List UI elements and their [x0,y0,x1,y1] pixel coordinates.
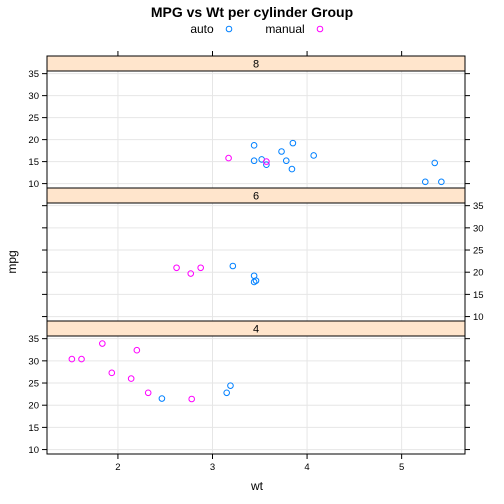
chart-title: MPG vs Wt per cylinder Group [151,4,353,20]
point-auto [250,142,258,149]
point-manual [144,389,152,397]
y-tick-label: 30 [28,91,39,102]
x-tick-label: 4 [304,462,309,473]
point-manual [187,270,195,277]
panel-6: 6 10 15 20 25 30 35 [42,187,484,323]
y-tick-label: 20 [28,401,39,412]
legend: auto manual [190,22,324,36]
strip-label: 6 [253,191,259,203]
point-manual [99,340,106,347]
point-auto [250,157,258,165]
point-auto [438,178,445,186]
y-tick-label: 10 [473,312,484,323]
y-tick-label: 25 [28,113,39,124]
y-axis-label: mpg [5,250,19,273]
y-tick-label: 30 [473,223,484,234]
legend-marker-auto [225,25,233,33]
point-auto [227,382,234,389]
point-auto [289,139,297,147]
point-manual [108,369,116,377]
legend-label-auto: auto [190,22,214,36]
point-manual [188,395,195,403]
point-auto [158,395,166,402]
y-tick-label: 25 [28,379,39,390]
point-auto [278,148,285,155]
y-tick-label: 20 [473,268,484,279]
point-auto [431,159,439,167]
point-manual [197,264,204,272]
y-tick-label: 35 [28,69,39,80]
y-tick-label: 35 [28,334,39,345]
point-manual [263,158,270,165]
point-manual [225,154,232,162]
panel-8: 8 10 15 20 25 30 35 [28,51,470,190]
strip-label: 8 [253,59,259,71]
panel-border [46,335,466,455]
y-tick-label: 15 [473,290,484,301]
point-auto [229,262,237,270]
y-tick-label: 15 [28,157,39,168]
point-auto [288,165,296,173]
x-axis-label: wt [250,479,264,493]
point-manual [78,355,85,363]
point-auto [250,278,258,286]
panel-border [46,202,466,322]
y-tick-label: 15 [28,423,39,434]
y-tick-label: 30 [28,356,39,367]
y-tick-label: 25 [473,246,484,257]
point-manual [133,346,141,354]
y-tick-label: 10 [28,179,39,190]
strip-label: 4 [253,324,259,336]
point-auto [263,161,270,168]
point-auto [282,157,290,165]
y-tick-label: 10 [28,445,39,456]
x-tick-label: 2 [115,462,120,473]
point-auto [223,389,230,397]
point-auto [310,152,317,159]
point-manual [127,375,135,382]
point-auto [250,272,258,280]
panel-4: 4 10 15 20 25 30 35 [28,320,470,456]
point-manual [68,355,76,363]
x-tick-label: 5 [399,462,404,473]
legend-marker-manual [316,25,324,33]
y-tick-label: 35 [473,201,484,212]
point-manual [173,264,180,272]
x-tick-label: 3 [210,462,215,473]
panel-border [46,70,466,189]
plot-area: 8101520253035610152025303541015202530352… [28,51,484,473]
legend-label-manual: manual [265,22,304,36]
y-tick-label: 20 [28,135,39,146]
point-auto [421,178,429,186]
